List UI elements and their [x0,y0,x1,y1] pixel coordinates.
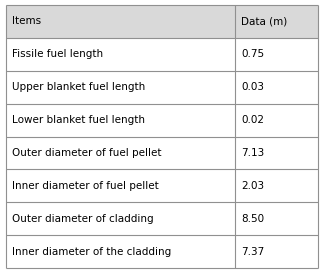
Text: 7.13: 7.13 [241,148,264,158]
Bar [6,202,236,235]
Text: Data (m): Data (m) [241,16,287,26]
Bar [236,5,318,38]
Text: 8.50: 8.50 [241,214,264,224]
Bar [236,103,318,136]
Bar [236,169,318,202]
Bar [236,202,318,235]
Text: 7.37: 7.37 [241,247,264,257]
Text: Inner diameter of fuel pellet: Inner diameter of fuel pellet [12,181,158,191]
Text: Fissile fuel length: Fissile fuel length [12,49,103,59]
Bar [6,5,236,38]
Bar [236,71,318,103]
Text: 0.03: 0.03 [241,82,264,92]
Bar [6,38,236,71]
Bar [236,235,318,268]
Text: 0.02: 0.02 [241,115,264,125]
Bar [6,103,236,136]
Text: Inner diameter of the cladding: Inner diameter of the cladding [12,247,171,257]
Text: Upper blanket fuel length: Upper blanket fuel length [12,82,145,92]
Bar [6,136,236,169]
Text: Outer diameter of fuel pellet: Outer diameter of fuel pellet [12,148,161,158]
Bar [6,235,236,268]
Bar [236,136,318,169]
Bar [236,38,318,71]
Text: Outer diameter of cladding: Outer diameter of cladding [12,214,153,224]
Bar [6,169,236,202]
Text: Items: Items [12,16,41,26]
Bar [6,71,236,103]
Text: 0.75: 0.75 [241,49,264,59]
Text: 2.03: 2.03 [241,181,264,191]
Text: Lower blanket fuel length: Lower blanket fuel length [12,115,145,125]
